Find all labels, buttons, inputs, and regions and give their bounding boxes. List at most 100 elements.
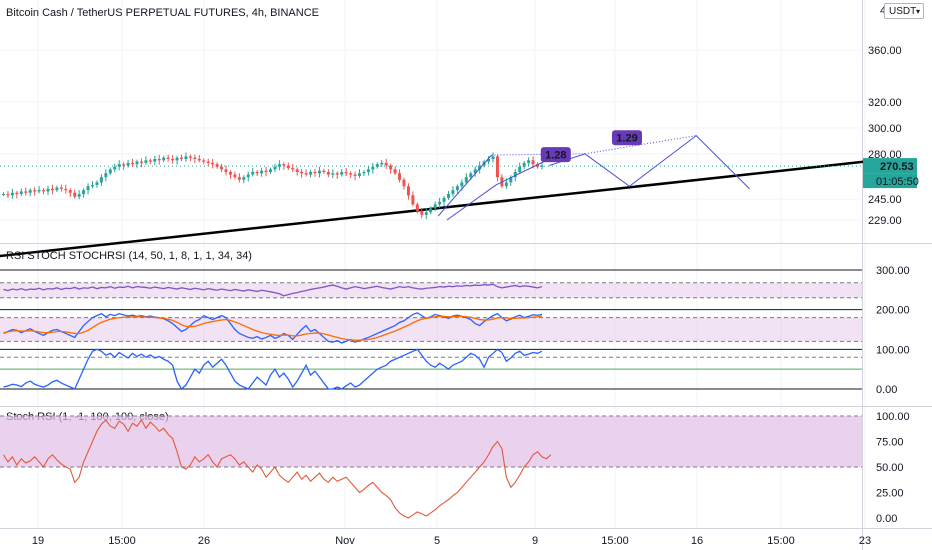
candle-body: [460, 182, 464, 187]
time-tick: 9: [532, 535, 538, 547]
candle-body: [451, 190, 455, 195]
candle-body: [255, 171, 259, 174]
candle-body: [411, 195, 415, 205]
candle-body: [2, 194, 5, 196]
candle-body: [487, 159, 491, 162]
candle-body: [273, 166, 277, 170]
time-tick: 23: [859, 535, 871, 547]
price-tick: 300.00: [868, 123, 902, 135]
candle-body: [139, 161, 143, 163]
candle-body: [153, 159, 157, 162]
candle-body: [304, 173, 308, 175]
candle-body: [531, 160, 535, 165]
candle-body: [126, 162, 130, 166]
candle-body: [269, 169, 272, 172]
ind2-tick: 75.00: [876, 437, 904, 449]
candle-body: [349, 173, 353, 175]
candle-body: [148, 160, 152, 162]
candle-body: [197, 159, 201, 161]
ind1-series-line: [3, 283, 543, 297]
candle-body: [211, 162, 215, 165]
candle-body: [202, 160, 206, 162]
time-tick: 19: [32, 535, 44, 547]
countdown-badge: [863, 173, 917, 189]
candle-body: [326, 171, 330, 175]
price-axis-label-partial: 4: [880, 5, 886, 17]
candle-body: [68, 190, 72, 193]
candle-body: [478, 165, 482, 170]
candle-body: [77, 194, 81, 197]
ind2-tick: 50.00: [876, 462, 904, 474]
candle-body: [233, 174, 237, 178]
channel-line-lower-2: [495, 158, 550, 186]
candle-body: [286, 165, 290, 169]
channel-line-lower: [446, 184, 497, 221]
currency-selector-button[interactable]: USDT ▾: [884, 3, 924, 19]
candle-body: [166, 157, 170, 160]
candle-body: [224, 169, 228, 172]
candle-body: [33, 190, 37, 192]
candle-body: [380, 162, 384, 165]
time-tick: 15:00: [767, 535, 795, 547]
candle-body: [131, 162, 135, 165]
candle-body: [144, 160, 148, 163]
candle-body: [215, 164, 219, 167]
candle-body: [264, 170, 268, 172]
price-tick: 229.00: [868, 215, 902, 227]
fib-label-bg: [540, 147, 571, 163]
price-badge: [863, 158, 917, 174]
candle-body: [15, 192, 19, 195]
candle-body: [322, 170, 326, 172]
candle-body: [206, 161, 210, 163]
candle-body: [260, 170, 264, 174]
candle-body: [455, 186, 459, 191]
candle-body: [398, 173, 402, 180]
candle-body: [522, 162, 526, 167]
candle-body: [37, 190, 41, 192]
candle-body: [340, 171, 344, 175]
candle-body: [375, 164, 379, 167]
candle-body: [59, 187, 63, 189]
candle-body: [358, 173, 361, 176]
time-tick: 15:00: [601, 535, 629, 547]
candle-body: [162, 157, 166, 161]
candle-body: [86, 186, 90, 191]
price-tick: 360.00: [868, 45, 902, 57]
candle-body: [384, 162, 388, 166]
ind2-tick: 100.00: [876, 411, 910, 423]
candle-body: [55, 187, 59, 191]
candle-body: [95, 182, 99, 185]
candle-body: [335, 173, 339, 175]
candle-body: [122, 164, 126, 166]
candle-body: [251, 171, 255, 175]
indicator1-title: RSI STOCH STOCHRSI (14, 50, 1, 8, 1, 1, …: [6, 250, 252, 262]
ind2-tick: 25.00: [876, 488, 904, 500]
candle-body: [527, 160, 531, 163]
candle-body: [220, 166, 224, 170]
candle-body: [42, 190, 46, 192]
candle-body: [291, 168, 295, 170]
candle-body: [108, 169, 112, 174]
candle-body: [295, 169, 299, 172]
candle-body: [362, 171, 366, 174]
candle-body: [73, 192, 77, 197]
countdown-badge-value: 01:05:50: [876, 176, 919, 188]
candle-body: [540, 165, 544, 167]
candle-body: [433, 204, 437, 209]
time-tick: 26: [198, 535, 210, 547]
ind1-band: [0, 282, 862, 298]
ind1-tick: 100.00: [876, 344, 910, 356]
candle-body: [420, 210, 424, 215]
price-tick: 320.00: [868, 97, 902, 109]
candle-body: [24, 191, 28, 193]
candle-body: [513, 171, 517, 178]
candle-body: [104, 173, 108, 178]
candle-body: [331, 173, 335, 175]
candle-body: [193, 157, 197, 160]
candle-body: [180, 157, 183, 160]
candle-body: [228, 171, 232, 175]
price-tick: 280.00: [868, 149, 902, 161]
candle-body: [495, 156, 499, 178]
time-tick: 15:00: [108, 535, 136, 547]
